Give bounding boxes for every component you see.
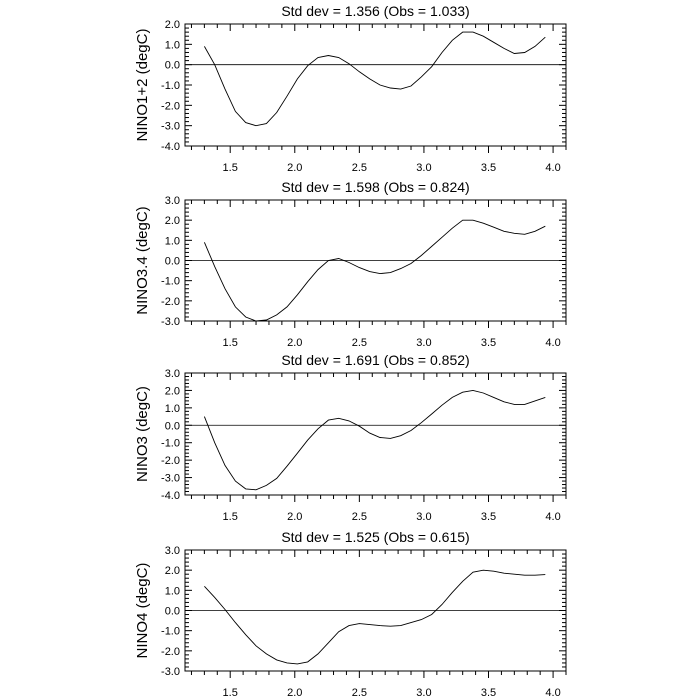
series-line (203, 219, 546, 322)
y-tick-label: -3.0 (161, 121, 180, 133)
y-tick-label: -3.0 (161, 473, 180, 485)
y-tick-label: -1.0 (161, 80, 180, 92)
x-tick-label: 3.5 (481, 511, 496, 523)
y-tick-label: -2.0 (161, 296, 180, 308)
y-axis-label: NINO4 (degC) (134, 563, 151, 659)
x-tick-label: 2.5 (352, 687, 367, 699)
x-tick-label: 3.0 (416, 337, 431, 349)
x-tick-label: 3.5 (481, 687, 496, 699)
y-tick-label: 0.0 (165, 60, 180, 72)
y-tick-label: -4.0 (161, 141, 180, 153)
x-tick-label: 1.5 (223, 337, 238, 349)
y-tick-label: 0.0 (165, 256, 180, 268)
y-tick-label: -2.0 (161, 455, 180, 467)
y-tick-labels: -3.0 -2.0 -1.0 0.0 1.0 2.0 3.0 (161, 545, 180, 678)
y-tick-label: 0.0 (165, 606, 180, 618)
y-tick-labels: -3.0 -2.0 -1.0 0.0 1.0 2.0 3.0 (161, 195, 180, 328)
y-tick-label: -3.0 (161, 316, 180, 328)
y-tick-label: -1.0 (161, 626, 180, 638)
y-tick-label: 3.0 (165, 368, 180, 380)
x-tick-label: 3.5 (481, 162, 496, 174)
x-tick-label: 4.0 (545, 337, 560, 349)
y-axis-label: NINO1+2 (degC) (134, 29, 151, 142)
x-tick-label: 2.0 (287, 337, 302, 349)
y-axis-label: NINO3.4 (degC) (134, 206, 151, 314)
x-tick-label: 4.0 (545, 162, 560, 174)
plot-frame (184, 23, 567, 147)
y-tick-label: 2.0 (165, 19, 180, 31)
y-tick-label: 3.0 (165, 195, 180, 207)
series-line (204, 31, 546, 127)
x-tick-label: 3.5 (481, 337, 496, 349)
x-tick-labels: 1.5 2.0 2.5 3.0 3.5 4.0 (223, 337, 561, 349)
x-tick-label: 1.5 (223, 162, 238, 174)
y-tick-label: -1.0 (161, 438, 180, 450)
plot-frame (184, 372, 567, 496)
axis-ticks (185, 549, 567, 678)
panel-title: Std dev = 1.525 (Obs = 0.615) (281, 529, 469, 545)
x-tick-label: 2.0 (287, 511, 302, 523)
y-tick-label: -4.0 (161, 490, 180, 502)
panel-nino3: Std dev = 1.691 (Obs = 0.852) NINO3 (deg… (134, 352, 567, 523)
x-tick-label: 3.0 (416, 511, 431, 523)
x-tick-label: 2.5 (352, 162, 367, 174)
x-tick-label: 2.5 (352, 511, 367, 523)
x-tick-label: 4.0 (545, 687, 560, 699)
x-tick-label: 3.0 (416, 162, 431, 174)
panel-nino12: Std dev = 1.356 (Obs = 1.033) NINO1+2 (d… (134, 3, 567, 174)
y-tick-label: 1.0 (165, 39, 180, 51)
axis-ticks (185, 372, 567, 502)
x-tick-label: 3.0 (416, 687, 431, 699)
y-tick-labels: -4.0 -3.0 -2.0 -1.0 0.0 1.0 2.0 3.0 (161, 368, 180, 502)
panel-title: Std dev = 1.691 (Obs = 0.852) (281, 352, 469, 368)
panel-title: Std dev = 1.598 (Obs = 0.824) (281, 179, 469, 195)
y-tick-label: -3.0 (161, 666, 180, 678)
axis-ticks (185, 199, 567, 328)
x-tick-label: 2.0 (287, 162, 302, 174)
x-tick-label: 4.0 (545, 511, 560, 523)
y-tick-label: -2.0 (161, 100, 180, 112)
x-tick-labels: 1.5 2.0 2.5 3.0 3.5 4.0 (223, 162, 561, 174)
y-tick-label: 1.0 (165, 585, 180, 597)
y-tick-label: 1.0 (165, 403, 180, 415)
panel-title: Std dev = 1.356 (Obs = 1.033) (281, 3, 469, 19)
y-tick-label: -2.0 (161, 646, 180, 658)
y-tick-label: 1.0 (165, 235, 180, 247)
series-line (203, 389, 546, 491)
axis-ticks (185, 23, 567, 153)
y-tick-label: -1.0 (161, 276, 180, 288)
x-tick-label: 1.5 (223, 687, 238, 699)
y-tick-label: 2.0 (165, 215, 180, 227)
panel-nino34: Std dev = 1.598 (Obs = 0.824) NINO3.4 (d… (134, 179, 567, 349)
y-tick-labels: -4.0 -3.0 -2.0 -1.0 0.0 1.0 2.0 (161, 19, 180, 153)
x-tick-labels: 1.5 2.0 2.5 3.0 3.5 4.0 (223, 511, 561, 523)
y-tick-label: 0.0 (165, 420, 180, 432)
x-tick-labels: 1.5 2.0 2.5 3.0 3.5 4.0 (223, 687, 561, 699)
x-tick-label: 1.5 (223, 511, 238, 523)
y-axis-label: NINO3 (degC) (134, 386, 151, 482)
y-tick-label: 3.0 (165, 545, 180, 557)
y-tick-label: 2.0 (165, 565, 180, 577)
y-tick-label: 2.0 (165, 385, 180, 397)
x-tick-label: 2.5 (352, 337, 367, 349)
x-tick-label: 2.0 (287, 687, 302, 699)
series-line (204, 569, 546, 665)
panel-nino4: Std dev = 1.525 (Obs = 0.615) NINO4 (deg… (134, 529, 567, 699)
